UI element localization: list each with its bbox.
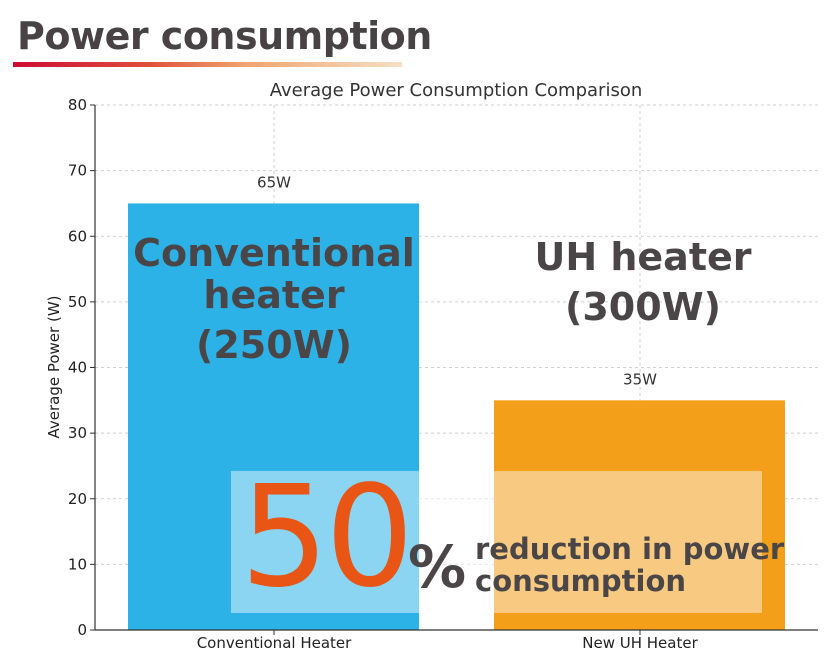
conventional-heater-annotation: Conventional heater (250W)	[128, 232, 420, 366]
reduction-text: reduction in power consumption	[475, 533, 784, 597]
reduction-callout-box	[231, 471, 762, 613]
y-tick-label: 80	[68, 96, 87, 114]
annotation-line: consumption	[475, 564, 687, 598]
title-underline	[13, 62, 402, 67]
reduction-big-number: 50	[240, 456, 414, 619]
chart-title: Average Power Consumption Comparison	[270, 80, 643, 101]
x-tick-label: Conventional Heater	[197, 634, 352, 652]
y-tick-label: 20	[68, 490, 87, 508]
page-title: Power consumption	[17, 14, 432, 58]
x-tick-label: New UH Heater	[582, 634, 698, 652]
uh-heater-annotation: UH heater (300W)	[494, 232, 792, 332]
annotation-line: (250W)	[196, 323, 352, 367]
y-tick-label: 0	[77, 621, 87, 639]
data-label: 65W	[257, 173, 291, 191]
annotation-line: (300W)	[565, 285, 721, 329]
y-tick-label: 30	[68, 424, 87, 442]
data-label: 35W	[623, 370, 657, 388]
y-tick-label: 50	[68, 293, 87, 311]
y-tick-label: 70	[68, 162, 87, 180]
y-axis-label: Average Power (W)	[45, 295, 63, 438]
annotation-line: heater	[203, 273, 345, 317]
reduction-percent: %	[408, 533, 467, 601]
annotation-line: reduction in power	[475, 532, 785, 566]
annotation-line: Conventional	[133, 231, 415, 275]
y-tick-label: 40	[68, 359, 87, 377]
bar-conventional-heater	[128, 203, 419, 630]
y-tick-label: 10	[68, 555, 87, 573]
annotation-line: UH heater	[534, 235, 752, 279]
bar-new-uh-heater	[494, 400, 785, 630]
y-tick-label: 60	[68, 227, 87, 245]
